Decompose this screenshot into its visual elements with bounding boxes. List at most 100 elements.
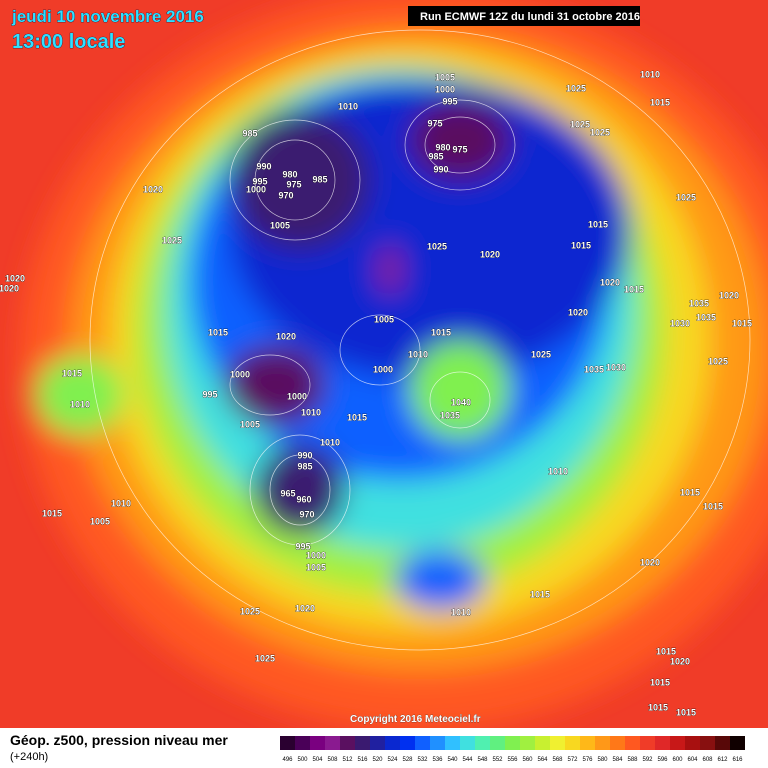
- pressure-label: 1035: [689, 298, 709, 308]
- pressure-label: 995: [295, 541, 310, 551]
- pressure-labels: 1005100099510109859759759809859909909809…: [0, 69, 752, 718]
- pressure-label: 1015: [648, 702, 668, 712]
- pressure-label: 1020: [670, 656, 690, 666]
- pressure-label: 1010: [548, 466, 568, 476]
- pressure-label: 1015: [650, 97, 670, 107]
- pressure-label: 1035: [440, 410, 460, 420]
- scale-swatch: [550, 736, 565, 750]
- pressure-label: 1000: [246, 184, 266, 194]
- scale-label: 496: [282, 757, 293, 763]
- scale-label: 540: [447, 757, 458, 763]
- scale-label: 584: [612, 757, 623, 763]
- scale-swatch: [310, 736, 325, 750]
- scale-label: 556: [507, 757, 518, 763]
- pressure-label: 970: [299, 509, 314, 519]
- scale-label: 504: [312, 757, 323, 763]
- pressure-label: 1010: [451, 607, 471, 617]
- scale-label: 544: [462, 757, 473, 763]
- scale-swatch: [655, 736, 670, 750]
- pressure-label: 1025: [676, 192, 696, 202]
- pressure-label: 1005: [240, 419, 260, 429]
- pressure-label: 1015: [530, 589, 550, 599]
- pressure-label: 1015: [347, 412, 367, 422]
- pressure-label: 1010: [111, 498, 131, 508]
- pressure-label: 1015: [208, 327, 228, 337]
- scale-label: 536: [432, 757, 443, 763]
- run-box: [408, 6, 640, 26]
- pressure-label: 985: [428, 151, 443, 161]
- scale-swatch: [700, 736, 715, 750]
- scale-swatch: [595, 736, 610, 750]
- scale-label: 596: [657, 757, 668, 763]
- scale-swatch: [370, 736, 385, 750]
- pressure-label: 985: [312, 174, 327, 184]
- pressure-label: 1005: [374, 314, 394, 324]
- scale-swatch: [400, 736, 415, 750]
- scale-swatch: [415, 736, 430, 750]
- pressure-label: 1015: [703, 501, 723, 511]
- scale-label: 600: [672, 757, 683, 763]
- pressure-label: 1005: [270, 220, 290, 230]
- scale-swatch: [490, 736, 505, 750]
- pressure-label: 1025: [427, 241, 447, 251]
- pressure-label: 1015: [732, 318, 752, 328]
- scale-label: 560: [522, 757, 533, 763]
- scale-swatch: [535, 736, 550, 750]
- scale-swatch: [715, 736, 730, 750]
- pressure-label: 1015: [656, 646, 676, 656]
- scale-swatch: [520, 736, 535, 750]
- scale-swatch: [295, 736, 310, 750]
- scale-swatch: [565, 736, 580, 750]
- scale-swatch: [430, 736, 445, 750]
- pressure-label: 1015: [676, 707, 696, 717]
- pressure-label: 1015: [62, 368, 82, 378]
- pressure-label: 1025: [708, 356, 728, 366]
- pressure-label: 1020: [5, 273, 25, 283]
- pressure-label: 985: [242, 128, 257, 138]
- pressure-label: 975: [286, 179, 301, 189]
- color-scale: 496 500 504 508 512 516 520 524 528 532 536 540 544 5…: [280, 736, 745, 763]
- time-title: 13:00 locale: [12, 31, 125, 53]
- scale-label: 516: [357, 757, 368, 763]
- scale-swatch: [640, 736, 655, 750]
- pressure-label: 1000: [435, 84, 455, 94]
- pressure-label: 1015: [650, 677, 670, 687]
- scale-label: 568: [552, 757, 563, 763]
- pressure-label: 1020: [640, 557, 660, 567]
- scale-label: 612: [717, 757, 728, 763]
- scale-label: 512: [342, 757, 353, 763]
- pressure-label: 1040: [451, 397, 471, 407]
- pressure-label: 1005: [306, 562, 326, 572]
- footer-title: Géop. z500, pression niveau mer: [10, 732, 228, 748]
- scale-label: 564: [537, 757, 548, 763]
- pressure-label: 1015: [624, 284, 644, 294]
- scale-swatch: [685, 736, 700, 750]
- pressure-label: 995: [442, 96, 457, 106]
- pressure-label: 1005: [435, 72, 455, 82]
- scale-label: 572: [567, 757, 578, 763]
- scale-label: 576: [582, 757, 593, 763]
- pressure-label: 1020: [600, 277, 620, 287]
- pressure-label: 1025: [162, 235, 182, 245]
- scale-label: 592: [642, 757, 653, 763]
- pressure-label: 1025: [590, 127, 610, 137]
- scale-swatch: [460, 736, 475, 750]
- scale-label: 580: [597, 757, 608, 763]
- pressure-label: 990: [433, 164, 448, 174]
- pressure-label: 975: [427, 118, 442, 128]
- pressure-label: 1010: [320, 437, 340, 447]
- scale-label: 532: [417, 757, 428, 763]
- pressure-label: 1025: [255, 653, 275, 663]
- pressure-label: 1020: [719, 290, 739, 300]
- pressure-label: 1030: [606, 362, 626, 372]
- scale-swatch: [505, 736, 520, 750]
- pressure-label: 1010: [408, 349, 428, 359]
- pressure-label: 1000: [287, 391, 307, 401]
- scale-label: 588: [627, 757, 638, 763]
- pressure-label: 1010: [640, 69, 660, 79]
- scale-swatch: [355, 736, 370, 750]
- pressure-label: 1015: [431, 327, 451, 337]
- pressure-label: 1020: [143, 184, 163, 194]
